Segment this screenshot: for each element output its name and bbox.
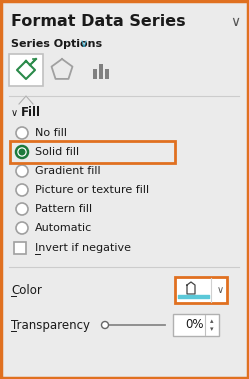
Circle shape — [16, 184, 28, 196]
Text: Picture or texture fill: Picture or texture fill — [35, 185, 149, 195]
Text: Fill: Fill — [21, 106, 41, 119]
Text: 0%: 0% — [185, 318, 203, 332]
Text: No fill: No fill — [35, 128, 67, 138]
Text: ▴: ▴ — [210, 318, 214, 324]
Circle shape — [16, 146, 28, 158]
Bar — [14, 242, 26, 254]
Text: Automatic: Automatic — [35, 223, 92, 233]
FancyBboxPatch shape — [175, 277, 227, 303]
Text: ∨: ∨ — [216, 285, 224, 295]
Text: Format Data Series: Format Data Series — [11, 14, 186, 30]
Bar — [93, 69, 97, 79]
Circle shape — [16, 203, 28, 215]
Text: ∨: ∨ — [11, 108, 18, 118]
Text: Series Options: Series Options — [11, 39, 102, 49]
Text: Color: Color — [11, 283, 42, 296]
Circle shape — [18, 149, 25, 155]
Text: Solid fill: Solid fill — [35, 147, 79, 157]
Text: Pattern fill: Pattern fill — [35, 204, 92, 214]
Circle shape — [102, 321, 109, 329]
Circle shape — [16, 222, 28, 234]
Bar — [105, 69, 109, 79]
Text: Transparency: Transparency — [11, 318, 90, 332]
Polygon shape — [17, 61, 35, 79]
Text: ▾: ▾ — [210, 326, 214, 332]
Text: Gradient fill: Gradient fill — [35, 166, 101, 176]
Text: ∨: ∨ — [80, 39, 88, 49]
Polygon shape — [19, 96, 33, 104]
FancyBboxPatch shape — [173, 314, 219, 336]
Bar — [99, 64, 103, 79]
Circle shape — [16, 165, 28, 177]
Text: Invert if negative: Invert if negative — [35, 243, 131, 253]
Circle shape — [16, 127, 28, 139]
FancyBboxPatch shape — [9, 54, 43, 86]
Text: ∨: ∨ — [230, 15, 240, 29]
